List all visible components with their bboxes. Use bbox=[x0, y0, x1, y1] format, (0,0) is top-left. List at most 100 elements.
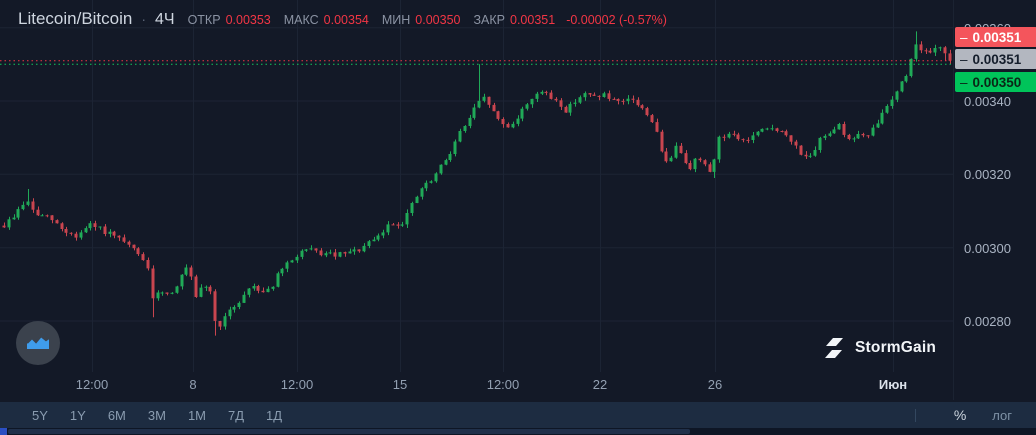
candle-body bbox=[295, 256, 299, 261]
scrollbar-left-nub[interactable] bbox=[0, 428, 7, 435]
candle-body bbox=[626, 98, 630, 102]
candle-body bbox=[420, 188, 424, 197]
candle-body bbox=[636, 99, 640, 106]
candle-body bbox=[549, 92, 553, 99]
range-button-1y[interactable]: 1Y bbox=[59, 408, 97, 423]
log-scale-button[interactable]: лог bbox=[980, 408, 1024, 423]
candle-body bbox=[650, 115, 654, 123]
candle-body bbox=[242, 294, 246, 303]
time-tick-label: 8 bbox=[189, 377, 197, 392]
stormgain-watermark: StormGain bbox=[824, 337, 936, 359]
candle-body bbox=[554, 98, 558, 101]
candle-body bbox=[688, 163, 692, 170]
candle-body bbox=[847, 134, 851, 139]
candle-body bbox=[136, 248, 140, 255]
range-button-7д[interactable]: 7Д bbox=[217, 408, 255, 423]
candle-body bbox=[352, 249, 356, 252]
candle-body bbox=[712, 159, 716, 172]
candle-body bbox=[900, 81, 904, 92]
candle-body bbox=[439, 164, 443, 174]
candle-body bbox=[108, 231, 112, 234]
candle-body bbox=[26, 201, 30, 205]
candle-body bbox=[160, 292, 164, 294]
candle-body bbox=[933, 48, 937, 53]
symbol-header: Litecoin/Bitcoin · 4Ч ОТКР 0.00353 МАКС 0.0… bbox=[18, 9, 667, 29]
range-button-1д[interactable]: 1Д bbox=[255, 408, 293, 423]
candle-body bbox=[88, 223, 92, 229]
candle-body bbox=[415, 196, 419, 203]
candle-body bbox=[520, 108, 524, 119]
lightning-bolt-icon bbox=[825, 338, 843, 358]
interval-selector[interactable]: 4Ч bbox=[155, 11, 175, 28]
price-tick-label: 0.00280 bbox=[964, 314, 1011, 329]
candle-body bbox=[501, 119, 505, 125]
candle-body bbox=[468, 117, 472, 126]
candle-body bbox=[535, 93, 539, 99]
candle-body bbox=[640, 105, 644, 109]
candle-body bbox=[660, 131, 664, 152]
candle-body bbox=[79, 232, 83, 238]
candle-body bbox=[487, 96, 491, 105]
candle-body bbox=[141, 254, 145, 261]
candle-body bbox=[223, 316, 227, 327]
candle-body bbox=[184, 267, 188, 275]
candle-body bbox=[199, 287, 203, 297]
candle-body bbox=[170, 292, 174, 294]
candle-body bbox=[84, 228, 88, 233]
candle-body bbox=[424, 182, 428, 189]
candle-body bbox=[232, 307, 236, 310]
candle-body bbox=[482, 96, 486, 101]
candle-body bbox=[496, 111, 500, 119]
candle-body bbox=[794, 141, 798, 146]
candle-body bbox=[31, 201, 35, 210]
candle-body bbox=[175, 286, 179, 293]
candle-body bbox=[669, 157, 673, 162]
symbol-title[interactable]: Litecoin/Bitcoin bbox=[18, 9, 133, 28]
candle-body bbox=[530, 98, 534, 105]
scrollbar-thumb[interactable] bbox=[8, 429, 690, 434]
candle-body bbox=[472, 107, 476, 118]
candle-body bbox=[684, 153, 688, 164]
range-button-5y[interactable]: 5Y bbox=[21, 408, 59, 423]
candle-body bbox=[597, 95, 601, 97]
candle-body bbox=[328, 252, 332, 254]
candle-body bbox=[112, 231, 116, 236]
candle-body bbox=[943, 47, 947, 54]
candle-body bbox=[12, 217, 16, 220]
candle-body bbox=[573, 102, 577, 104]
candle-body bbox=[434, 173, 438, 182]
candle-body bbox=[304, 249, 308, 251]
candle-body bbox=[516, 118, 520, 124]
candle-body bbox=[7, 219, 11, 228]
candle-body bbox=[770, 128, 774, 130]
candle-body bbox=[103, 226, 107, 234]
candle-body bbox=[621, 100, 625, 102]
candle-body bbox=[871, 127, 875, 136]
candle-body bbox=[444, 160, 448, 165]
candle-body bbox=[722, 136, 726, 138]
candle-body bbox=[132, 244, 136, 249]
candle-body bbox=[386, 224, 390, 233]
chart-style-button[interactable] bbox=[16, 321, 60, 365]
candle-body bbox=[276, 273, 280, 287]
candle-body bbox=[194, 276, 198, 297]
range-button-6m[interactable]: 6M bbox=[97, 408, 137, 423]
candle-body bbox=[64, 229, 68, 233]
candle-body bbox=[2, 225, 6, 228]
brand-name: StormGain bbox=[855, 339, 937, 356]
price-chart-canvas[interactable] bbox=[0, 0, 953, 400]
percent-scale-button[interactable]: % bbox=[940, 407, 980, 423]
candle-body bbox=[208, 286, 212, 292]
candle-body bbox=[391, 224, 395, 226]
candle-body bbox=[458, 131, 462, 142]
candle-body bbox=[890, 99, 894, 106]
range-button-3m[interactable]: 3M bbox=[137, 408, 177, 423]
candle-body bbox=[760, 128, 764, 132]
candle-body bbox=[645, 108, 649, 116]
candle-body bbox=[765, 128, 769, 130]
range-button-1m[interactable]: 1M bbox=[177, 408, 217, 423]
time-axis[interactable]: 12:00 8 12:00 15 12:00 22 26 Июн bbox=[0, 370, 953, 402]
candle-body bbox=[314, 248, 318, 251]
ask-price-badge: –0.00351 bbox=[955, 27, 1036, 47]
price-axis[interactable]: 0.003600.003400.003200.003000.00280–0.00… bbox=[953, 0, 1036, 400]
